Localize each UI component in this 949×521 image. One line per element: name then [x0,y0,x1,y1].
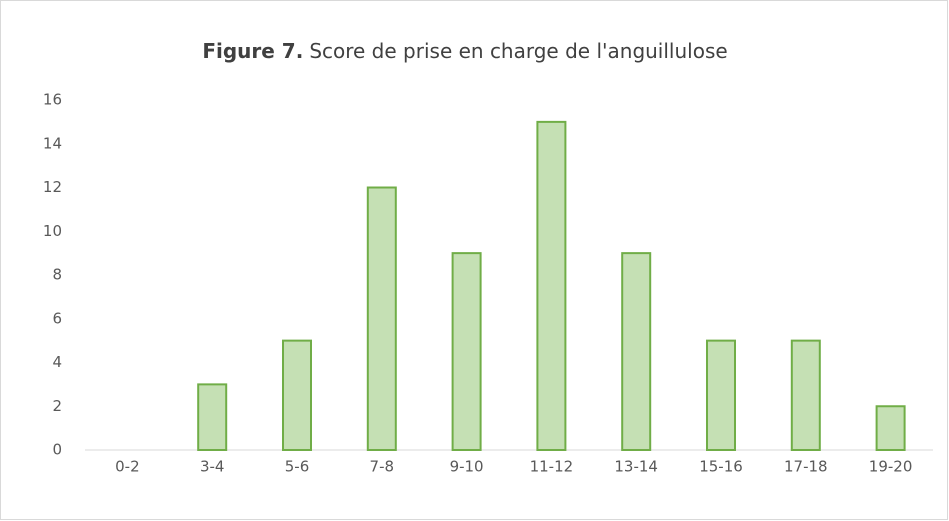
x-tick-label: 19-20 [869,458,913,476]
x-tick-label: 3-4 [200,458,225,476]
x-tick-label: 5-6 [285,458,310,476]
bar [875,405,906,451]
bar [621,252,652,451]
x-tick-label: 13-14 [614,458,658,476]
bar [536,120,567,451]
bar [451,252,482,451]
y-tick-label: 6 [52,309,62,327]
chart-title: Figure 7. Score de prise en charge de l'a… [202,39,727,63]
bar [366,186,397,451]
title-label: Figure 7. [202,39,303,63]
bar [282,339,312,451]
x-tick-label: 7-8 [370,458,395,476]
x-tick-label: 15-16 [699,458,743,476]
y-tick-label: 0 [52,441,62,459]
y-tick-label: 16 [43,91,62,109]
y-tick-label: 4 [52,353,62,371]
x-tick-label: 11-12 [530,458,574,476]
title-text: Score de prise en charge de l'anguillulo… [309,39,727,63]
bar [790,339,821,451]
y-tick-label: 10 [43,222,62,240]
y-tick-label: 12 [43,178,62,196]
x-tick-label: 9-10 [450,458,484,476]
bar [197,383,228,451]
x-tick-label: 17-18 [784,458,828,476]
y-tick-label: 2 [52,397,62,415]
y-tick-label: 14 [43,134,62,152]
y-tick-label: 8 [52,266,62,284]
bar [706,339,736,451]
x-tick-label: 0-2 [115,458,140,476]
